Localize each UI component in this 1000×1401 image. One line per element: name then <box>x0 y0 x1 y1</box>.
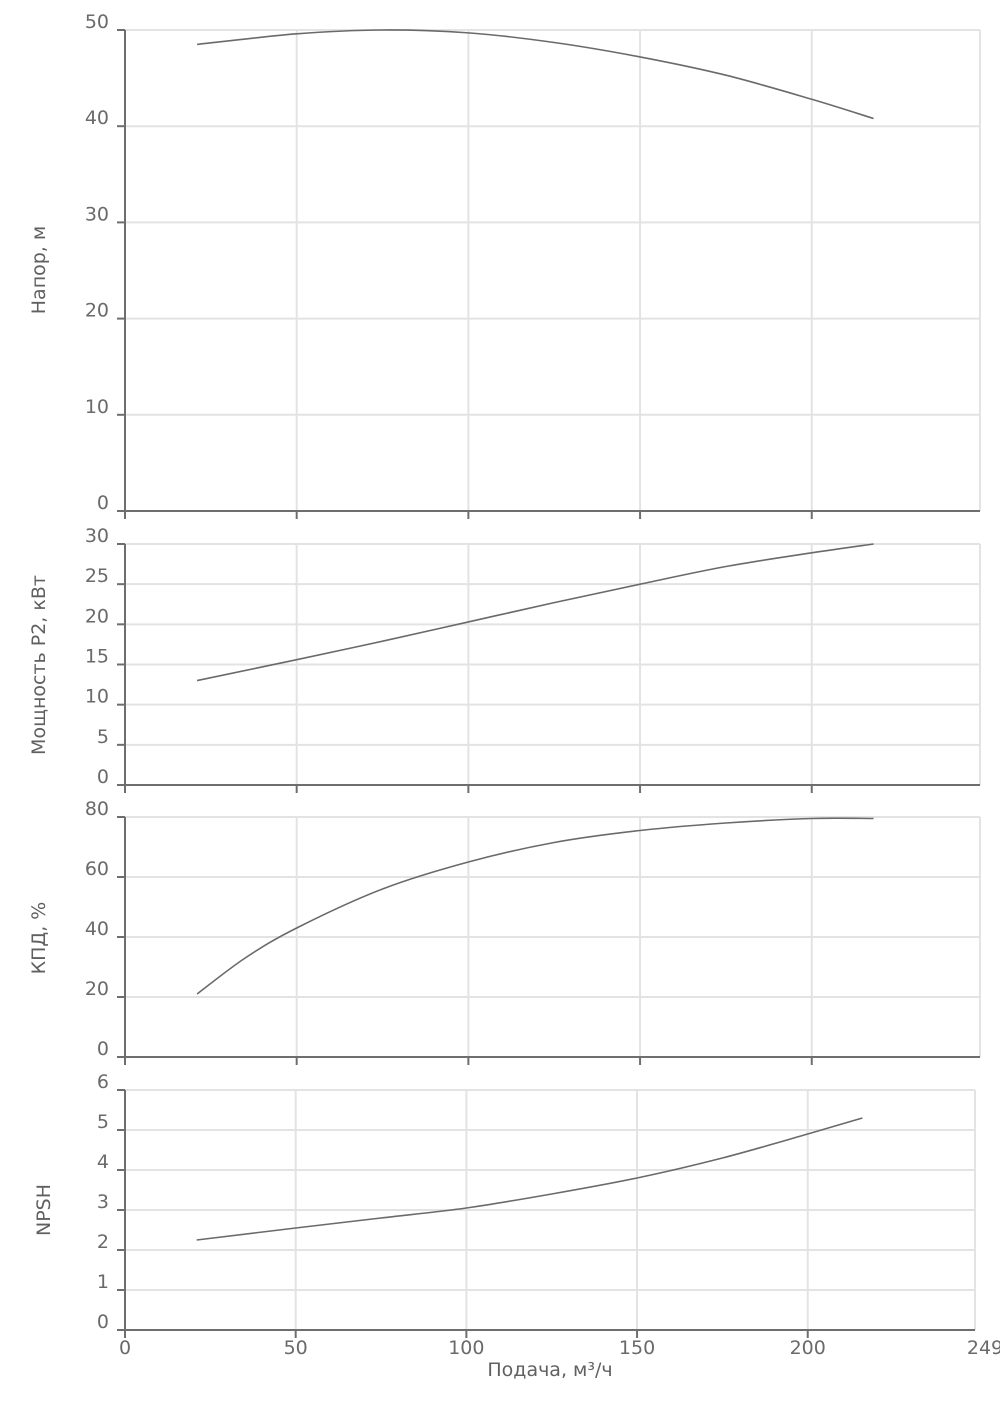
series-line-2-0 <box>196 817 874 995</box>
y-axis-label-3: NPSH <box>33 1184 55 1236</box>
y-tick-label-1-2: 10 <box>85 686 109 708</box>
x-tick-label-4: 200 <box>790 1337 826 1359</box>
y-tick-label-0-0: 0 <box>97 492 109 514</box>
y-tick-label-1-6: 30 <box>85 525 109 547</box>
y-tick-label-1-4: 20 <box>85 605 109 627</box>
y-axis-label-1: Мощность P2, кВт <box>28 575 50 755</box>
x-tick-label-3: 150 <box>619 1337 655 1359</box>
y-tick-label-1-1: 5 <box>97 726 109 748</box>
y-tick-label-0-5: 50 <box>85 11 109 33</box>
x-tick-label-2: 100 <box>448 1337 484 1359</box>
y-tick-label-3-5: 5 <box>97 1111 109 1133</box>
series-line-1-0 <box>196 543 874 682</box>
y-tick-label-2-3: 60 <box>85 858 109 880</box>
y-axis-label-0: Напор, м <box>28 226 50 314</box>
y-tick-label-3-3: 3 <box>97 1191 109 1213</box>
y-tick-label-2-4: 80 <box>85 798 109 820</box>
x-tick-label-1: 50 <box>284 1337 308 1359</box>
y-tick-label-3-6: 6 <box>97 1071 109 1093</box>
y-tick-label-0-2: 20 <box>85 300 109 322</box>
y-tick-label-2-1: 20 <box>85 978 109 1000</box>
y-tick-label-1-3: 15 <box>85 646 109 668</box>
y-tick-label-0-1: 10 <box>85 396 109 418</box>
y-tick-label-3-2: 2 <box>97 1231 109 1253</box>
x-tick-label-0: 0 <box>119 1337 131 1359</box>
series-line-3-0 <box>196 1117 863 1241</box>
x-tick-label-5: 249 <box>967 1337 1000 1359</box>
y-tick-label-3-0: 0 <box>97 1311 109 1333</box>
series-line-0-0 <box>197 29 874 120</box>
y-tick-label-3-4: 4 <box>97 1151 109 1173</box>
y-tick-label-1-5: 25 <box>85 565 109 587</box>
y-tick-label-1-0: 0 <box>97 766 109 788</box>
y-tick-label-2-2: 40 <box>85 918 109 940</box>
y-tick-label-0-4: 40 <box>85 107 109 129</box>
y-tick-label-2-0: 0 <box>97 1038 109 1060</box>
y-axis-label-2: КПД, % <box>28 902 50 975</box>
y-tick-label-3-1: 1 <box>97 1271 109 1293</box>
x-axis-label: Подача, м³/ч <box>487 1359 612 1381</box>
y-tick-label-0-3: 30 <box>85 203 109 225</box>
